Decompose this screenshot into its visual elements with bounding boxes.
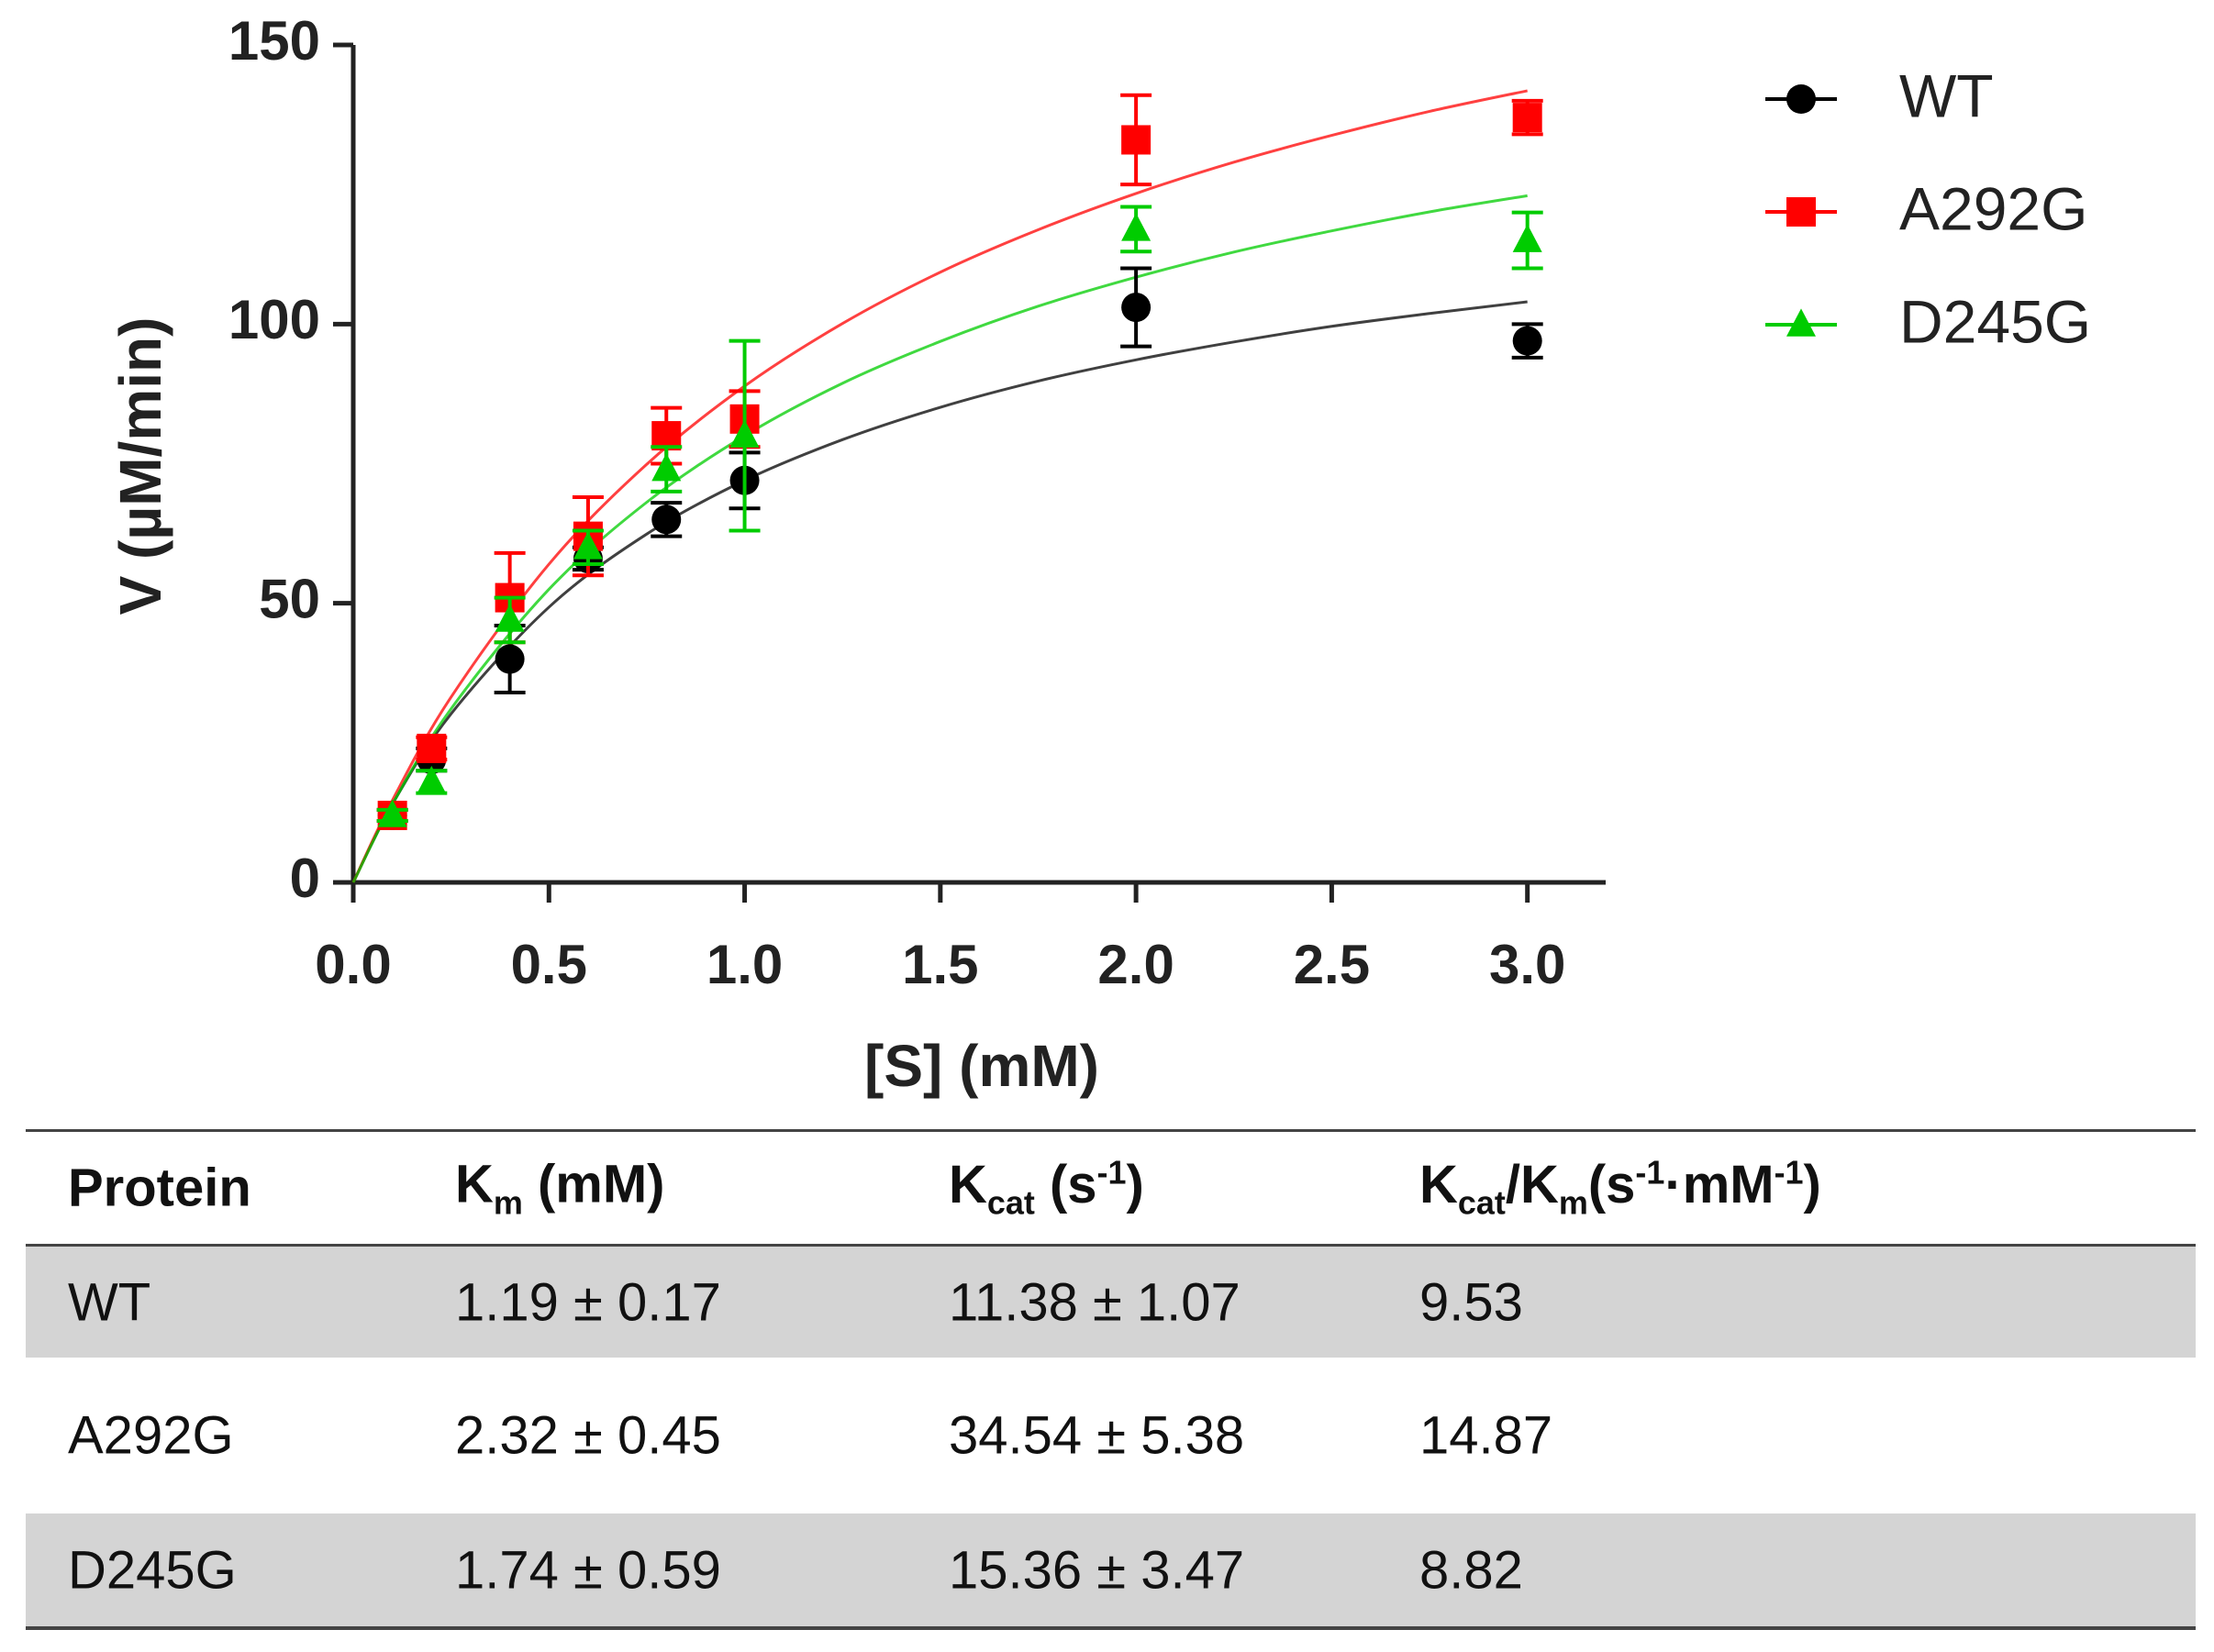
x-tick-label: 2.0 — [1097, 934, 1174, 995]
marker — [417, 765, 447, 794]
column-header: Protein — [68, 1158, 251, 1219]
marker — [1512, 103, 1542, 133]
marker — [729, 419, 760, 448]
header-text: m — [493, 1183, 523, 1222]
table-cell: WT — [68, 1272, 151, 1332]
column-header: Km (mM) — [455, 1154, 665, 1223]
fit-curve — [351, 194, 1528, 883]
marker — [1786, 197, 1816, 227]
header-text: ) — [1803, 1154, 1821, 1214]
column-header: Kcat/Km(s-1·mM-1) — [1419, 1154, 1821, 1223]
x-tick-label: 0.5 — [511, 934, 587, 995]
x-tick-label: 1.5 — [902, 934, 978, 995]
table-row: D245G 1.74 ± 0.59 15.36 ± 3.47 8.82 — [26, 1513, 2196, 1630]
legend-label: D245G — [1899, 287, 2091, 355]
header-text: (s — [1034, 1154, 1097, 1214]
marker — [1121, 213, 1152, 241]
table-cell: 8.82 — [1419, 1540, 1523, 1600]
x-tick-label: 0.0 — [315, 934, 391, 995]
header-text: -1 — [1774, 1153, 1804, 1192]
marker — [1121, 125, 1152, 155]
header-text: -1 — [1635, 1153, 1665, 1192]
table-cell: 9.53 — [1419, 1272, 1523, 1332]
y-tick-label: 150 — [228, 10, 320, 72]
x-tick-label: 3.0 — [1489, 934, 1565, 995]
column-header: Kcat (s-1) — [949, 1154, 1144, 1223]
fit-curve — [351, 89, 1528, 883]
chart: [S] (mM) V (µM/min) 0 50 100 150 0.0 0.5 1.0 1.… — [107, 10, 2091, 1099]
header-text: Protein — [68, 1158, 251, 1218]
table-cell: 11.38 ± 1.07 — [949, 1272, 1241, 1332]
y-axis-label: V (µM/min) — [107, 317, 173, 615]
marker — [1512, 326, 1542, 356]
table-row: WT 1.19 ± 0.17 11.38 ± 1.07 9.53 — [26, 1244, 2196, 1358]
table-cell: 1.74 ± 0.59 — [455, 1540, 721, 1600]
x-tick-label: 1.0 — [706, 934, 783, 995]
table-header: Protein Km (mM) Kcat (s-1) Kcat/Km(s-1·mM-1… — [26, 1129, 2196, 1244]
header-text: m — [1558, 1183, 1588, 1222]
header-text: ·mM — [1664, 1154, 1775, 1214]
table-cell: A292G — [68, 1405, 234, 1466]
marker — [417, 733, 447, 763]
header-text: (s — [1587, 1154, 1636, 1214]
y-tick-label: 0 — [290, 848, 320, 909]
table: Protein Km (mM) Kcat (s-1) Kcat/Km(s-1·mM-1… — [26, 1129, 2196, 1630]
x-tick-label: 2.5 — [1294, 934, 1370, 995]
fit-curve — [351, 300, 1528, 883]
marker — [495, 604, 525, 632]
marker — [495, 644, 525, 674]
y-tick-label: 100 — [228, 289, 320, 350]
table-cell: 2.32 ± 0.45 — [455, 1405, 721, 1466]
header-text: ) — [1126, 1154, 1144, 1214]
legend-label: WT — [1899, 61, 1994, 129]
marker — [377, 799, 407, 827]
marker — [651, 504, 682, 535]
table-row: A292G 2.32 ± 0.45 34.54 ± 5.38 14.87 — [26, 1358, 2196, 1513]
x-axis-label: [S] (mM) — [864, 1033, 1099, 1099]
header-text: K — [455, 1154, 494, 1214]
header-text: K — [949, 1154, 987, 1214]
table-cell: D245G — [68, 1540, 237, 1600]
marker — [651, 452, 682, 482]
table-cell: 34.54 ± 5.38 — [949, 1405, 1245, 1466]
header-text: (mM) — [522, 1154, 665, 1214]
table-cell: 14.87 — [1419, 1405, 1553, 1466]
y-tick-label: 50 — [259, 569, 320, 630]
header-text: cat — [986, 1183, 1035, 1222]
table-cell: 1.19 ± 0.17 — [455, 1272, 721, 1332]
marker — [573, 531, 603, 560]
marker — [1786, 84, 1816, 114]
marker — [1121, 293, 1152, 323]
table-cell: 15.36 ± 3.47 — [949, 1540, 1245, 1600]
legend-label: A292G — [1899, 174, 2087, 242]
header-text: cat — [1457, 1183, 1506, 1222]
header-text: /K — [1505, 1154, 1559, 1214]
header-text: K — [1419, 1154, 1458, 1214]
marker — [1786, 308, 1816, 337]
header-text: -1 — [1096, 1153, 1127, 1192]
marker — [1512, 224, 1542, 252]
